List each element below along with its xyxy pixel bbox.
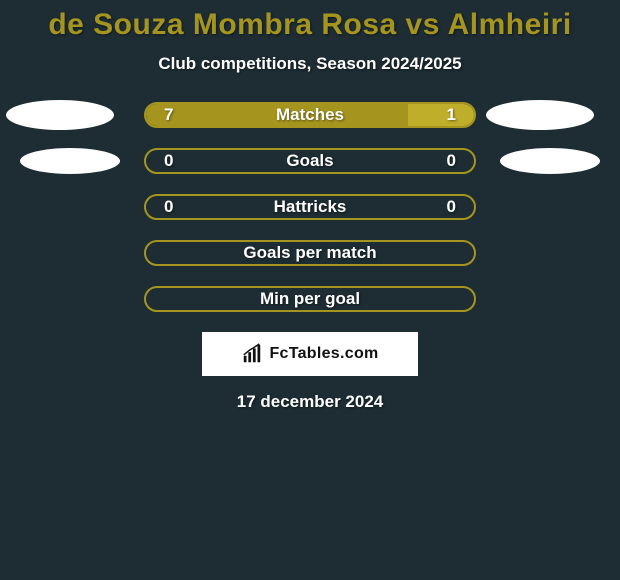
date: 17 december 2024 xyxy=(0,392,620,412)
watermark-text: FcTables.com xyxy=(269,345,378,363)
stat-row: Goals per match xyxy=(0,240,620,266)
player-ellipse xyxy=(486,100,594,130)
stat-row: Min per goal xyxy=(0,286,620,312)
stat-bar: Hattricks 0 0 xyxy=(144,194,476,220)
player-ellipse xyxy=(20,148,120,174)
stat-label: Min per goal xyxy=(260,289,360,309)
stat-value-left: 0 xyxy=(164,151,173,171)
bar-fill-right xyxy=(408,104,474,126)
stat-bar: Goals 0 0 xyxy=(144,148,476,174)
stat-label: Hattricks xyxy=(274,197,347,217)
stat-value-left: 7 xyxy=(164,105,173,125)
comparison-chart: de Souza Mombra Rosa vs Almheiri Club co… xyxy=(0,0,620,580)
player-ellipse xyxy=(500,148,600,174)
stat-bar: Matches 7 1 xyxy=(144,102,476,128)
watermark: FcTables.com xyxy=(202,332,418,376)
stat-label: Matches xyxy=(276,105,344,125)
chart-icon xyxy=(241,343,263,365)
stat-label: Goals xyxy=(286,151,333,171)
stat-value-right: 0 xyxy=(447,151,456,171)
stat-bar: Goals per match xyxy=(144,240,476,266)
stat-label: Goals per match xyxy=(243,243,376,263)
stat-value-right: 0 xyxy=(447,197,456,217)
stat-value-right: 1 xyxy=(447,105,456,125)
stat-rows: Matches 7 1 Goals 0 0 Hattricks 0 0 Goals per mat… xyxy=(0,102,620,312)
subtitle: Club competitions, Season 2024/2025 xyxy=(0,54,620,74)
player-ellipse xyxy=(6,100,114,130)
stat-bar: Min per goal xyxy=(144,286,476,312)
stat-row: Hattricks 0 0 xyxy=(0,194,620,220)
stat-row: Matches 7 1 xyxy=(0,102,620,128)
page-title: de Souza Mombra Rosa vs Almheiri xyxy=(0,0,620,42)
stat-value-left: 0 xyxy=(164,197,173,217)
stat-row: Goals 0 0 xyxy=(0,148,620,174)
